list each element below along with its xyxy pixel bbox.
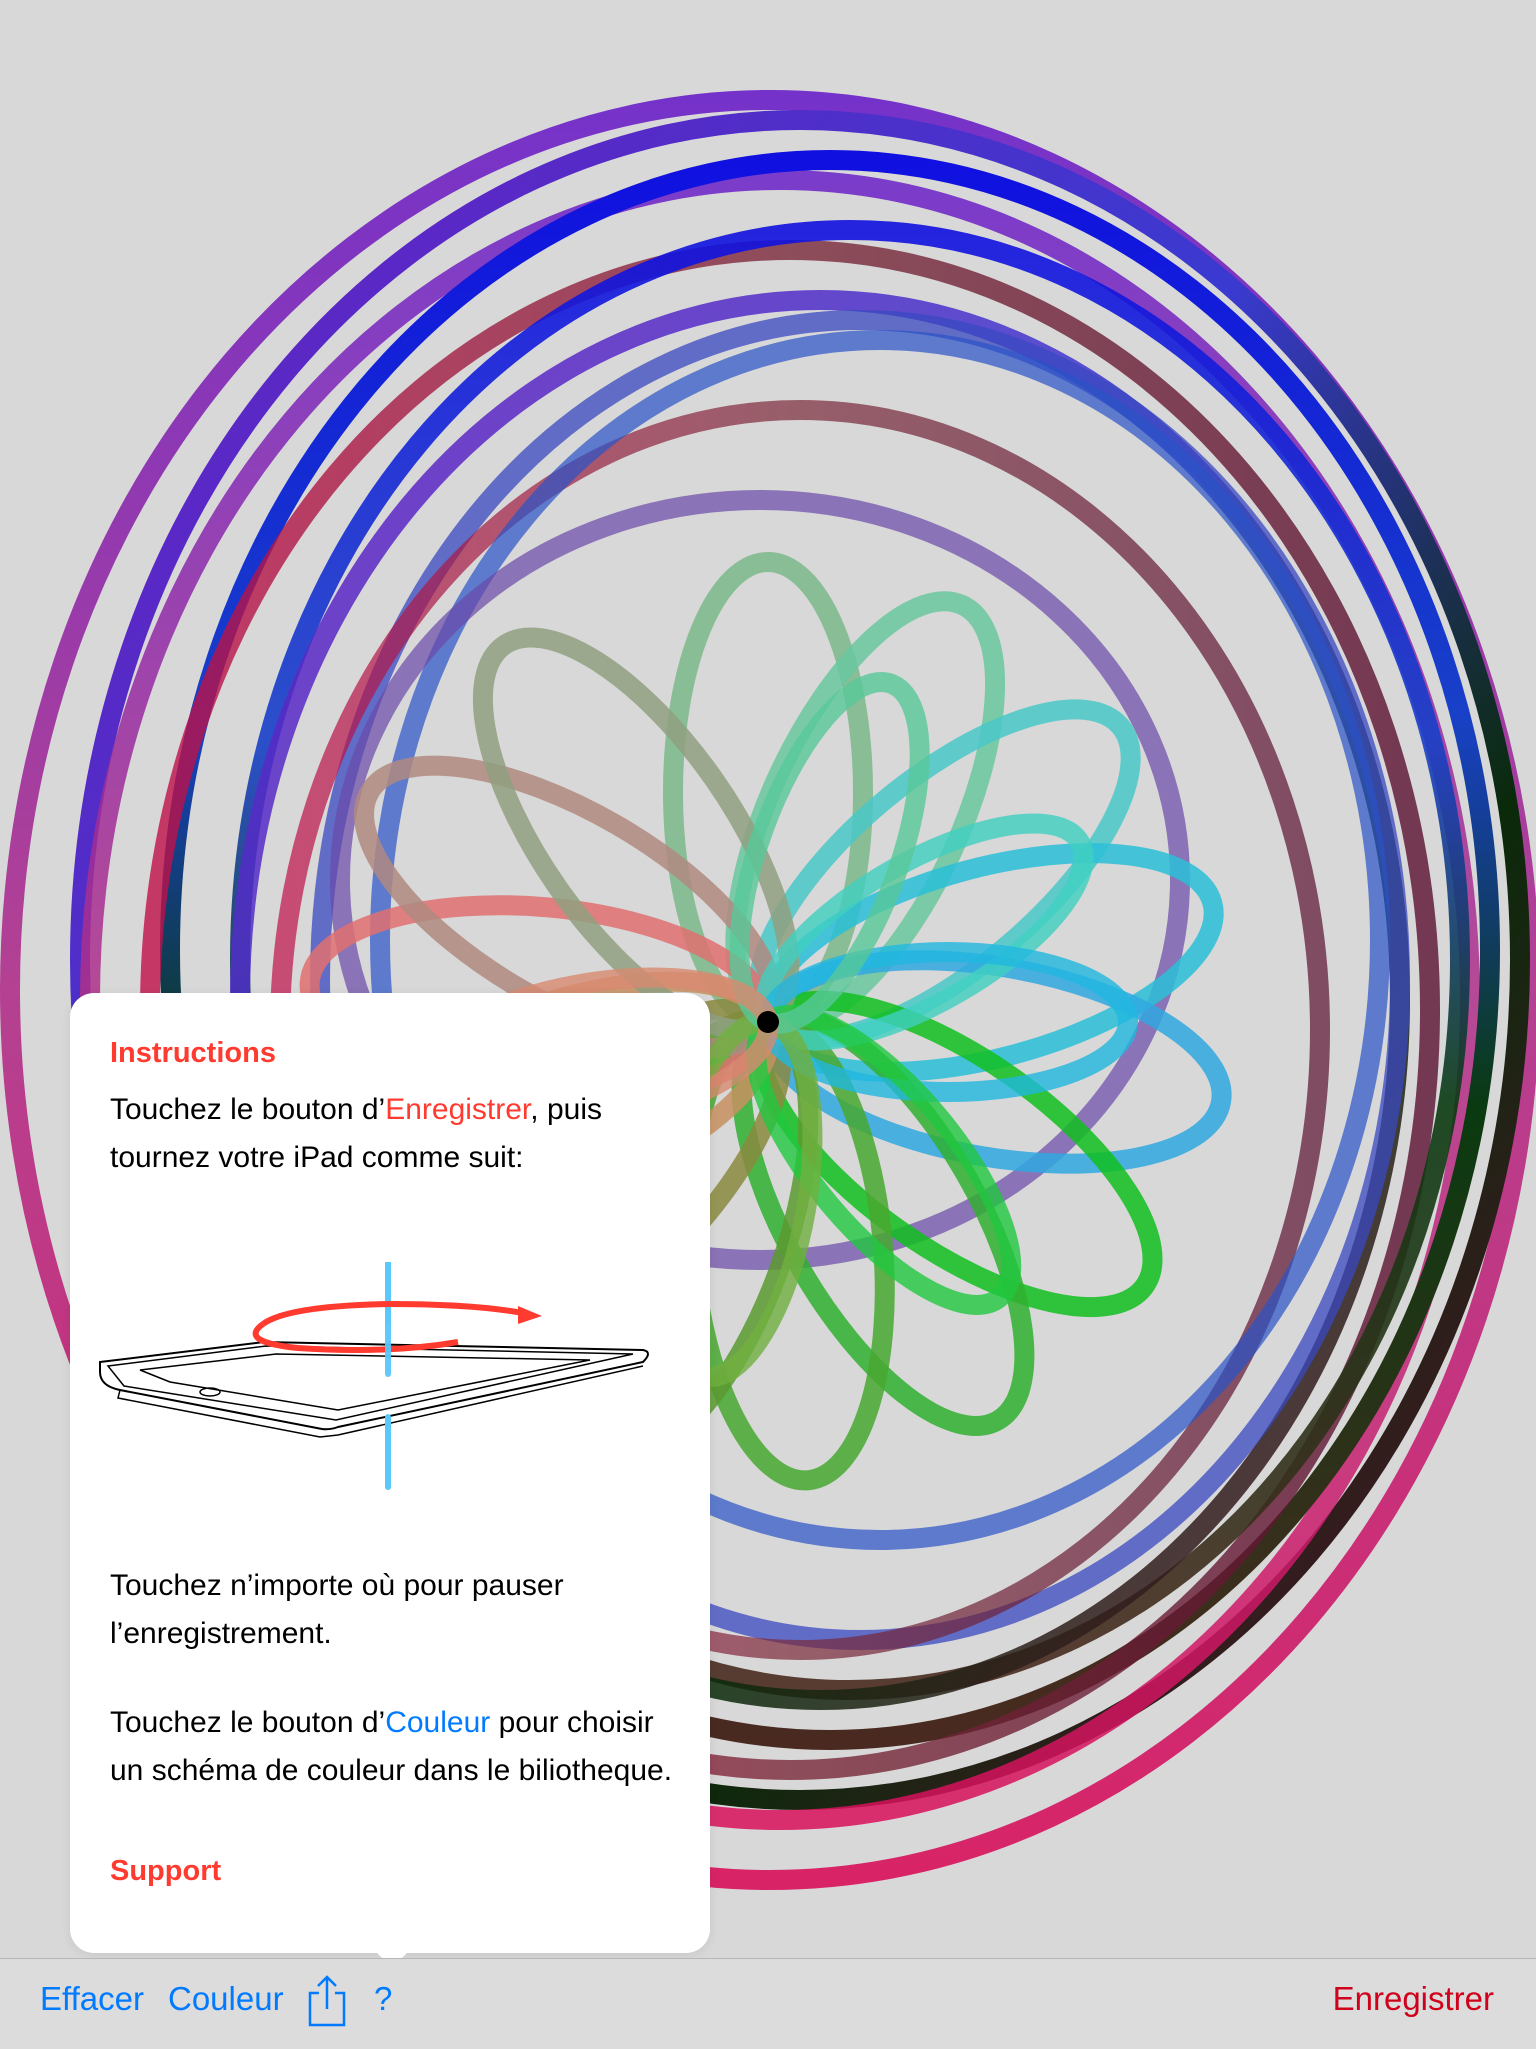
clear-button[interactable]: Effacer: [40, 1977, 144, 2021]
record-link-text: Enregistrer: [385, 1093, 531, 1126]
share-icon: [308, 1975, 346, 2027]
color-button[interactable]: Couleur: [168, 1977, 284, 2021]
share-button[interactable]: [302, 1973, 352, 2029]
instructions-record-paragraph: Touchez le bouton d’Enregistrer, puis to…: [110, 1093, 602, 1174]
pen-cursor-dot: [757, 1011, 779, 1033]
instructions-pause-paragraph: Touchez n’importe où pour pauser l’enreg…: [110, 1569, 564, 1650]
bottom-toolbar: Effacer Couleur ? Enregistrer: [0, 1958, 1536, 2049]
color-link-text: Couleur: [385, 1706, 491, 1739]
instructions-heading: Instructions: [110, 1037, 276, 1069]
instructions-color-paragraph: Touchez le bouton d’Couleur pour choisir…: [110, 1706, 673, 1787]
record-button[interactable]: Enregistrer: [1333, 1977, 1494, 2021]
instructions-popover: Instructions Touchez le bouton d’Enregis…: [70, 993, 710, 1953]
ipad-rotation-illustration: [99, 1262, 649, 1490]
help-button[interactable]: ?: [374, 1977, 392, 2021]
support-heading[interactable]: Support: [110, 1855, 222, 1887]
